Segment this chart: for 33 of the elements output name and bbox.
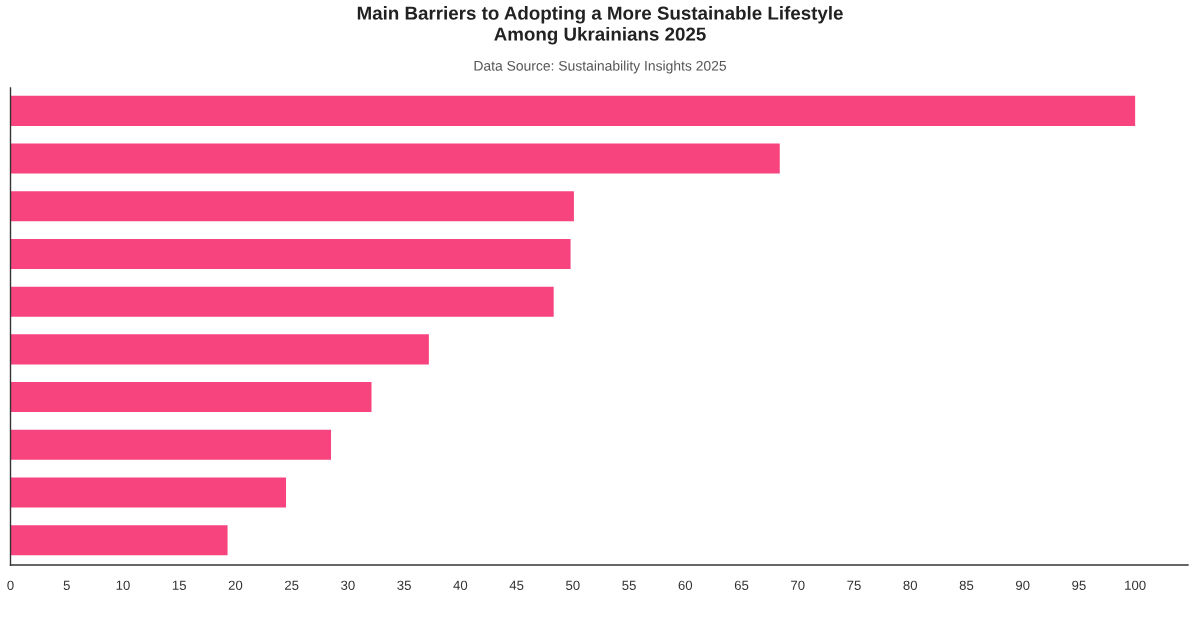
x-tick-label: 75	[847, 580, 861, 590]
bar	[10, 95, 1136, 126]
bar	[10, 191, 574, 222]
x-tick-label: 30	[341, 580, 355, 590]
x-tick-label: 40	[453, 580, 468, 590]
chart-subtitle: Data Source: Sustainability Insights 2025	[474, 60, 727, 74]
x-tick-label: 20	[228, 580, 243, 590]
x-tick-label: 25	[284, 580, 299, 590]
chart-title: Main Barriers to Adopting a More Sustainable Lifestyle Among Ukrainians 2025	[357, 6, 843, 45]
x-tick-label: 10	[116, 580, 130, 590]
bar	[10, 525, 228, 556]
x-tick-label: 95	[1072, 580, 1086, 590]
x-tick-label: 35	[397, 580, 411, 590]
bar	[10, 429, 332, 460]
x-tick-label: 45	[509, 580, 524, 590]
bar	[10, 286, 554, 317]
x-tick-label: 60	[678, 580, 693, 590]
x-tick-label: 50	[566, 580, 580, 590]
x-tick-label: 5	[63, 580, 70, 590]
x-tick-label: 0	[7, 580, 14, 590]
bar	[10, 238, 571, 270]
x-tick-label: 70	[791, 580, 805, 590]
bar	[10, 143, 780, 174]
x-tick-label: 90	[1015, 580, 1030, 590]
x-tick-label: 85	[959, 580, 974, 590]
bar	[10, 477, 287, 508]
x-tick-label: 65	[734, 580, 749, 590]
bar	[10, 334, 429, 365]
x-tick-label: 15	[172, 580, 186, 590]
x-tick-label: 80	[903, 580, 918, 590]
bar	[10, 382, 372, 413]
x-tick-label: 100	[1125, 580, 1146, 590]
x-tick-label: 55	[622, 580, 636, 590]
